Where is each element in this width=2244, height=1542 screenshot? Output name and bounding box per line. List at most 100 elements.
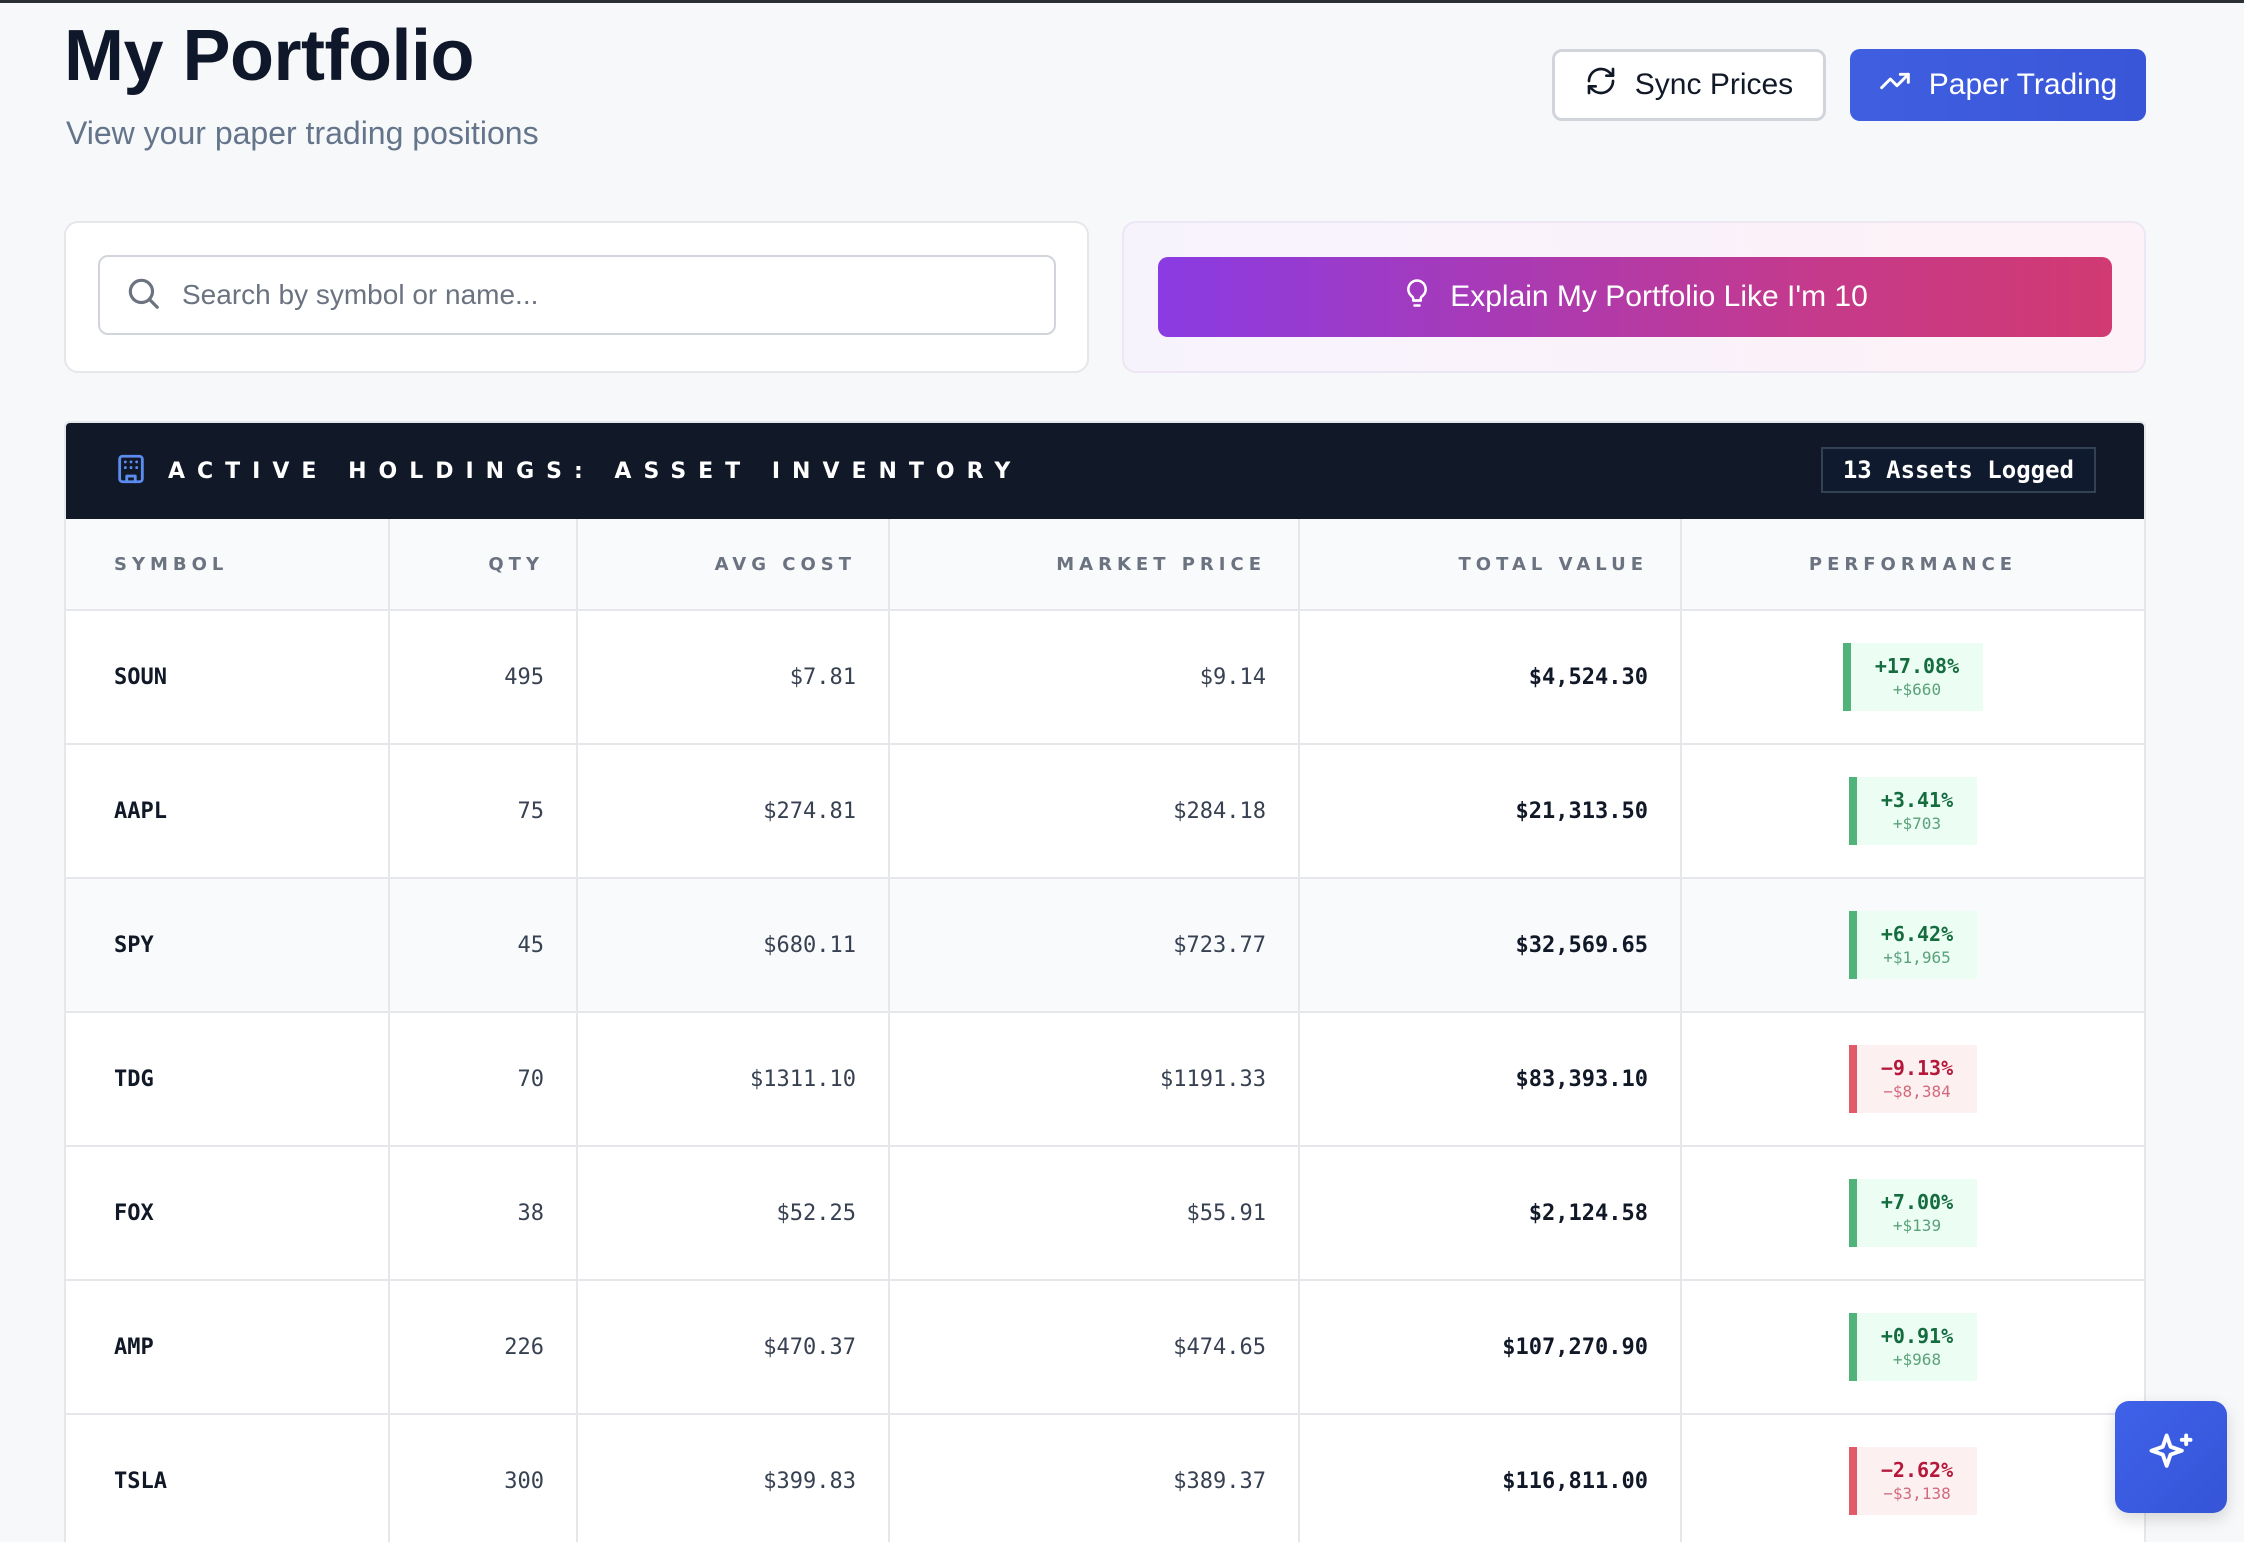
total-value-cell: $116,811.00 — [1300, 1415, 1682, 1542]
page-title: My Portfolio — [64, 16, 474, 96]
explain-portfolio-button[interactable]: Explain My Portfolio Like I'm 10 — [1158, 257, 2112, 337]
performance-badge: −2.62% −$3,138 — [1848, 1447, 1978, 1515]
performance-percent: −9.13% — [1880, 1056, 1954, 1080]
total-value-cell: $21,313.50 — [1300, 745, 1682, 877]
performance-cell: +0.91% +$968 — [1682, 1281, 2144, 1413]
qty-cell: 300 — [390, 1415, 578, 1542]
lightbulb-icon — [1402, 278, 1432, 316]
column-header-market-price[interactable]: MARKET PRICE — [890, 519, 1300, 609]
search-icon — [124, 274, 162, 317]
total-value-cell: $2,124.58 — [1300, 1147, 1682, 1279]
avg-cost-cell: $52.25 — [578, 1147, 890, 1279]
holdings-table: ACTIVE HOLDINGS: ASSET INVENTORY 13 Asse… — [64, 421, 2146, 1542]
refresh-icon — [1585, 65, 1617, 105]
performance-cell: +3.41% +$703 — [1682, 745, 2144, 877]
table-row[interactable]: TDG 70 $1311.10 $1191.33 $83,393.10 −9.1… — [66, 1013, 2144, 1147]
search-card — [64, 221, 1089, 373]
table-row[interactable]: TSLA 300 $399.83 $389.37 $116,811.00 −2.… — [66, 1415, 2144, 1542]
performance-amount: +$660 — [1892, 680, 1942, 699]
avg-cost-cell: $470.37 — [578, 1281, 890, 1413]
qty-cell: 38 — [390, 1147, 578, 1279]
avg-cost-cell: $1311.10 — [578, 1013, 890, 1145]
symbol-cell: SOUN — [66, 611, 390, 743]
total-value-cell: $83,393.10 — [1300, 1013, 1682, 1145]
table-row[interactable]: SOUN 495 $7.81 $9.14 $4,524.30 +17.08% +… — [66, 611, 2144, 745]
performance-percent: −2.62% — [1880, 1458, 1954, 1482]
market-price-cell: $9.14 — [890, 611, 1300, 743]
performance-badge: +7.00% +$139 — [1848, 1179, 1978, 1247]
symbol-cell: TSLA — [66, 1415, 390, 1542]
table-row[interactable]: AAPL 75 $274.81 $284.18 $21,313.50 +3.41… — [66, 745, 2144, 879]
performance-cell: +6.42% +$1,965 — [1682, 879, 2144, 1011]
qty-cell: 226 — [390, 1281, 578, 1413]
sparkles-icon — [2145, 1429, 2197, 1486]
market-price-cell: $474.65 — [890, 1281, 1300, 1413]
ai-assistant-button[interactable] — [2115, 1401, 2227, 1513]
total-value-cell: $32,569.65 — [1300, 879, 1682, 1011]
column-header-total-value[interactable]: TOTAL VALUE — [1300, 519, 1682, 609]
holdings-header: ACTIVE HOLDINGS: ASSET INVENTORY 13 Asse… — [66, 423, 2144, 519]
performance-badge: +3.41% +$703 — [1848, 777, 1978, 845]
performance-percent: +3.41% — [1880, 788, 1954, 812]
market-price-cell: $723.77 — [890, 879, 1300, 1011]
performance-badge: +6.42% +$1,965 — [1848, 911, 1978, 979]
symbol-cell: TDG — [66, 1013, 390, 1145]
performance-percent: +17.08% — [1874, 654, 1960, 678]
performance-percent: +7.00% — [1880, 1190, 1954, 1214]
market-price-cell: $1191.33 — [890, 1013, 1300, 1145]
sync-prices-button[interactable]: Sync Prices — [1552, 49, 1826, 121]
qty-cell: 495 — [390, 611, 578, 743]
building-icon — [114, 452, 148, 491]
avg-cost-cell: $399.83 — [578, 1415, 890, 1542]
performance-amount: +$703 — [1892, 814, 1942, 833]
avg-cost-cell: $680.11 — [578, 879, 890, 1011]
symbol-cell: AAPL — [66, 745, 390, 877]
performance-badge: +17.08% +$660 — [1842, 643, 1984, 711]
explain-card: Explain My Portfolio Like I'm 10 — [1122, 221, 2146, 373]
holdings-title: ACTIVE HOLDINGS: ASSET INVENTORY — [168, 458, 1023, 484]
performance-badge: +0.91% +$968 — [1848, 1313, 1978, 1381]
performance-cell: −9.13% −$8,384 — [1682, 1013, 2144, 1145]
trending-up-icon — [1879, 65, 1911, 105]
column-header-avg-cost[interactable]: AVG COST — [578, 519, 890, 609]
column-header-performance[interactable]: PERFORMANCE — [1808, 553, 2018, 575]
paper-trading-label: Paper Trading — [1928, 68, 2118, 101]
market-price-cell: $389.37 — [890, 1415, 1300, 1542]
performance-amount: +$139 — [1892, 1216, 1942, 1235]
column-header-qty[interactable]: QTY — [390, 519, 578, 609]
performance-amount: +$968 — [1892, 1350, 1942, 1369]
total-value-cell: $4,524.30 — [1300, 611, 1682, 743]
qty-cell: 45 — [390, 879, 578, 1011]
symbol-cell: AMP — [66, 1281, 390, 1413]
search-box — [98, 255, 1056, 335]
performance-amount: −$8,384 — [1883, 1082, 1951, 1101]
performance-percent: +0.91% — [1880, 1324, 1954, 1348]
table-row[interactable]: SPY 45 $680.11 $723.77 $32,569.65 +6.42%… — [66, 879, 2144, 1013]
table-column-headers: SYMBOL QTY AVG COST MARKET PRICE TOTAL V… — [66, 519, 2144, 611]
qty-cell: 70 — [390, 1013, 578, 1145]
market-price-cell: $55.91 — [890, 1147, 1300, 1279]
market-price-cell: $284.18 — [890, 745, 1300, 877]
paper-trading-button[interactable]: Paper Trading — [1850, 49, 2146, 121]
performance-badge: −9.13% −$8,384 — [1848, 1045, 1978, 1113]
performance-amount: −$3,138 — [1883, 1484, 1951, 1503]
column-header-symbol[interactable]: SYMBOL — [66, 519, 390, 609]
performance-amount: +$1,965 — [1883, 948, 1951, 967]
performance-cell: −2.62% −$3,138 — [1682, 1415, 2144, 1542]
search-input[interactable] — [182, 279, 1054, 311]
total-value-cell: $107,270.90 — [1300, 1281, 1682, 1413]
assets-count-badge: 13 Assets Logged — [1820, 447, 2096, 493]
qty-cell: 75 — [390, 745, 578, 877]
performance-cell: +7.00% +$139 — [1682, 1147, 2144, 1279]
performance-cell: +17.08% +$660 — [1682, 611, 2144, 743]
page-subtitle: View your paper trading positions — [66, 115, 539, 151]
symbol-cell: SPY — [66, 879, 390, 1011]
table-row[interactable]: AMP 226 $470.37 $474.65 $107,270.90 +0.9… — [66, 1281, 2144, 1415]
avg-cost-cell: $7.81 — [578, 611, 890, 743]
table-row[interactable]: FOX 38 $52.25 $55.91 $2,124.58 +7.00% +$… — [66, 1147, 2144, 1281]
sync-prices-label: Sync Prices — [1634, 68, 1794, 101]
performance-percent: +6.42% — [1880, 922, 1954, 946]
avg-cost-cell: $274.81 — [578, 745, 890, 877]
explain-portfolio-label: Explain My Portfolio Like I'm 10 — [1450, 280, 1868, 313]
symbol-cell: FOX — [66, 1147, 390, 1279]
